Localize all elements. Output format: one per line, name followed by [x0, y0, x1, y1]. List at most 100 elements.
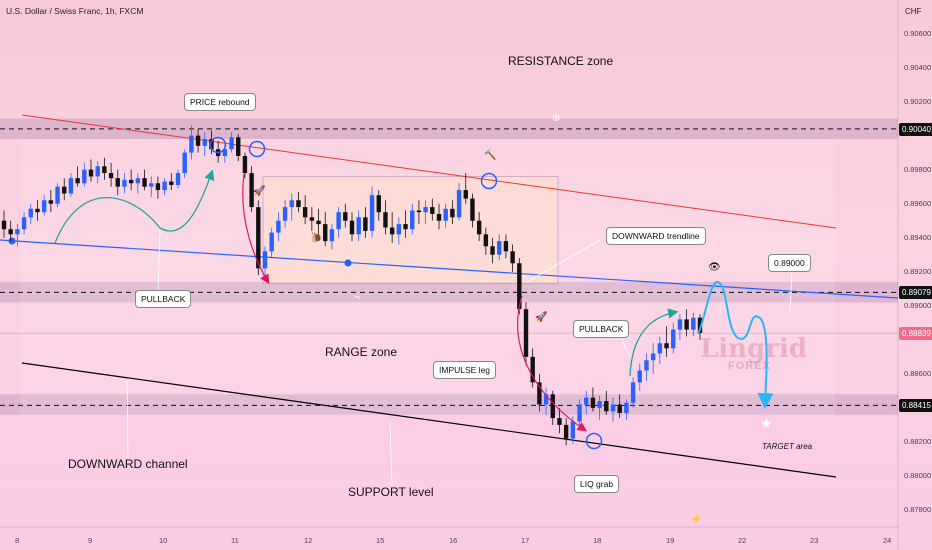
candle: [35, 200, 40, 221]
resistance-zone-band: [0, 118, 898, 140]
annotation-pointer-3: [526, 239, 601, 283]
candle: [644, 353, 649, 381]
candle: [403, 210, 408, 238]
candle: [182, 149, 187, 179]
price-tick: 0.89400: [904, 232, 932, 242]
price-rebound-label: PRICE rebound: [184, 93, 256, 111]
price-label: 0.88839: [899, 327, 932, 341]
liq-grab-label: LIQ grab: [574, 475, 620, 493]
eye-icon: 👁: [708, 262, 721, 273]
time-tick: 11: [231, 536, 239, 545]
candle: [41, 195, 47, 216]
candle: [664, 326, 669, 357]
candle: [323, 212, 328, 247]
candle: [450, 200, 455, 225]
candle: [610, 397, 616, 422]
pullback-left-label: PULLBACK: [135, 290, 192, 308]
watermark-logo: Lingrid: [700, 334, 807, 364]
range-low-band: [0, 281, 898, 303]
candle: [289, 193, 294, 221]
candle: [48, 190, 54, 213]
candle: [28, 203, 33, 225]
candle: [430, 198, 435, 221]
key-point-circle-0: [209, 136, 227, 154]
candle: [657, 336, 663, 364]
impulse-leg-label: IMPULSE leg: [433, 361, 497, 379]
channel-support-line: [21, 362, 837, 478]
candle: [329, 224, 335, 250]
time-tick: 8: [15, 536, 20, 545]
candle: [75, 166, 80, 187]
candle: [389, 212, 395, 243]
candle: [557, 407, 562, 434]
key-point-circle-3: [585, 432, 603, 450]
candle: [550, 390, 555, 425]
price-tick: 0.90200: [904, 96, 932, 106]
candle: [108, 162, 114, 187]
candle: [476, 212, 482, 242]
downward-trendline-label: DOWNWARD trendline: [606, 227, 706, 245]
candle: [302, 195, 308, 225]
time-tick: 9: [88, 536, 93, 545]
candle: [456, 183, 462, 221]
support-zone-band: [0, 394, 898, 415]
price-tick: 0.89000: [904, 300, 932, 310]
candle: [584, 390, 589, 415]
price-label: 0.88415: [899, 399, 932, 413]
candle: [262, 246, 268, 276]
candle: [563, 418, 569, 446]
resistance-zone-label: RESISTANCE zone: [508, 54, 614, 68]
candle: [497, 234, 502, 260]
annotation-pointer-0: [157, 229, 161, 291]
candle: [128, 169, 134, 191]
candle: [490, 237, 495, 264]
candle: [637, 363, 642, 391]
price-tick: 0.88000: [904, 470, 932, 480]
time-tick: 16: [449, 536, 458, 545]
candle: [410, 203, 415, 235]
candle: [135, 173, 141, 194]
annotation-pointer-5: [619, 335, 631, 357]
time-tick: 12: [304, 536, 313, 545]
pullback-left-arrow: [54, 169, 215, 244]
target-star: ★: [760, 415, 773, 431]
time-tick: 24: [883, 536, 892, 545]
lightning-icon[interactable]: ⚡: [690, 514, 703, 525]
price-label: 0.89079: [899, 286, 932, 300]
candle: [102, 157, 107, 180]
drop-arrow-1: [242, 173, 270, 285]
rocket-down-icon-2: 🚀: [535, 312, 548, 323]
candle: [8, 220, 13, 242]
price-tick: 0.89200: [904, 266, 932, 276]
candle: [597, 395, 602, 420]
annotation-pointer-4: [354, 295, 361, 299]
candle: [356, 210, 361, 242]
candle: [650, 343, 656, 374]
candle: [242, 152, 248, 179]
candle: [463, 173, 468, 204]
candle: [376, 190, 381, 221]
symbol-title: U.S. Dollar / Swiss Franc, 1h, FXCM: [6, 6, 144, 16]
candle: [155, 176, 161, 199]
candle: [296, 191, 301, 213]
candle: [503, 234, 509, 259]
candle: [483, 227, 489, 255]
time-tick: 23: [810, 536, 819, 545]
candle: [383, 200, 388, 235]
price-tick: 0.89600: [904, 198, 932, 208]
price-tick: 0.89800: [904, 164, 932, 174]
candle: [396, 217, 402, 245]
candle: [202, 132, 207, 157]
target-area-label: TARGET area: [762, 442, 813, 451]
candle: [470, 193, 475, 228]
projection-path: [697, 281, 774, 409]
range-box: [262, 176, 559, 285]
candle: [363, 207, 368, 238]
candle: [416, 200, 422, 225]
candle: [175, 169, 181, 189]
candle: [369, 186, 375, 238]
trendline-anchor-0: [8, 237, 16, 245]
range-zone-label: RANGE zone: [325, 345, 398, 359]
candle: [343, 203, 348, 228]
